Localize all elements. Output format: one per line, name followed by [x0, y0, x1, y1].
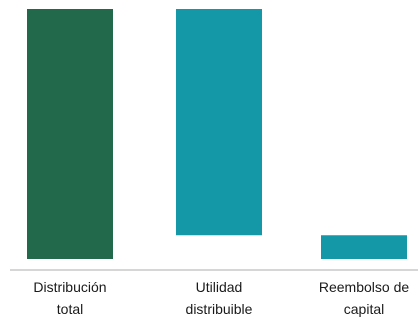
x-tick-label-2: Reembolso de capital	[319, 279, 409, 317]
x-tick-label-line: total	[57, 301, 83, 317]
bar-1	[176, 9, 262, 236]
x-tick-label-line: capital	[344, 301, 384, 317]
x-tick-labels: Distribución total Utilidad distribuible Ree…	[33, 279, 409, 317]
x-tick-label-line: distribuible	[186, 301, 253, 317]
x-tick-label-line: Utilidad	[196, 279, 243, 295]
bars-group	[27, 9, 407, 259]
bar-2	[321, 235, 407, 259]
x-tick-label-0: Distribución total	[33, 279, 106, 317]
x-tick-label-line: Reembolso de	[319, 279, 409, 295]
x-tick-label-1: Utilidad distribuible	[186, 279, 253, 317]
bar-0	[27, 9, 113, 259]
x-tick-label-line: Distribución	[33, 279, 106, 295]
